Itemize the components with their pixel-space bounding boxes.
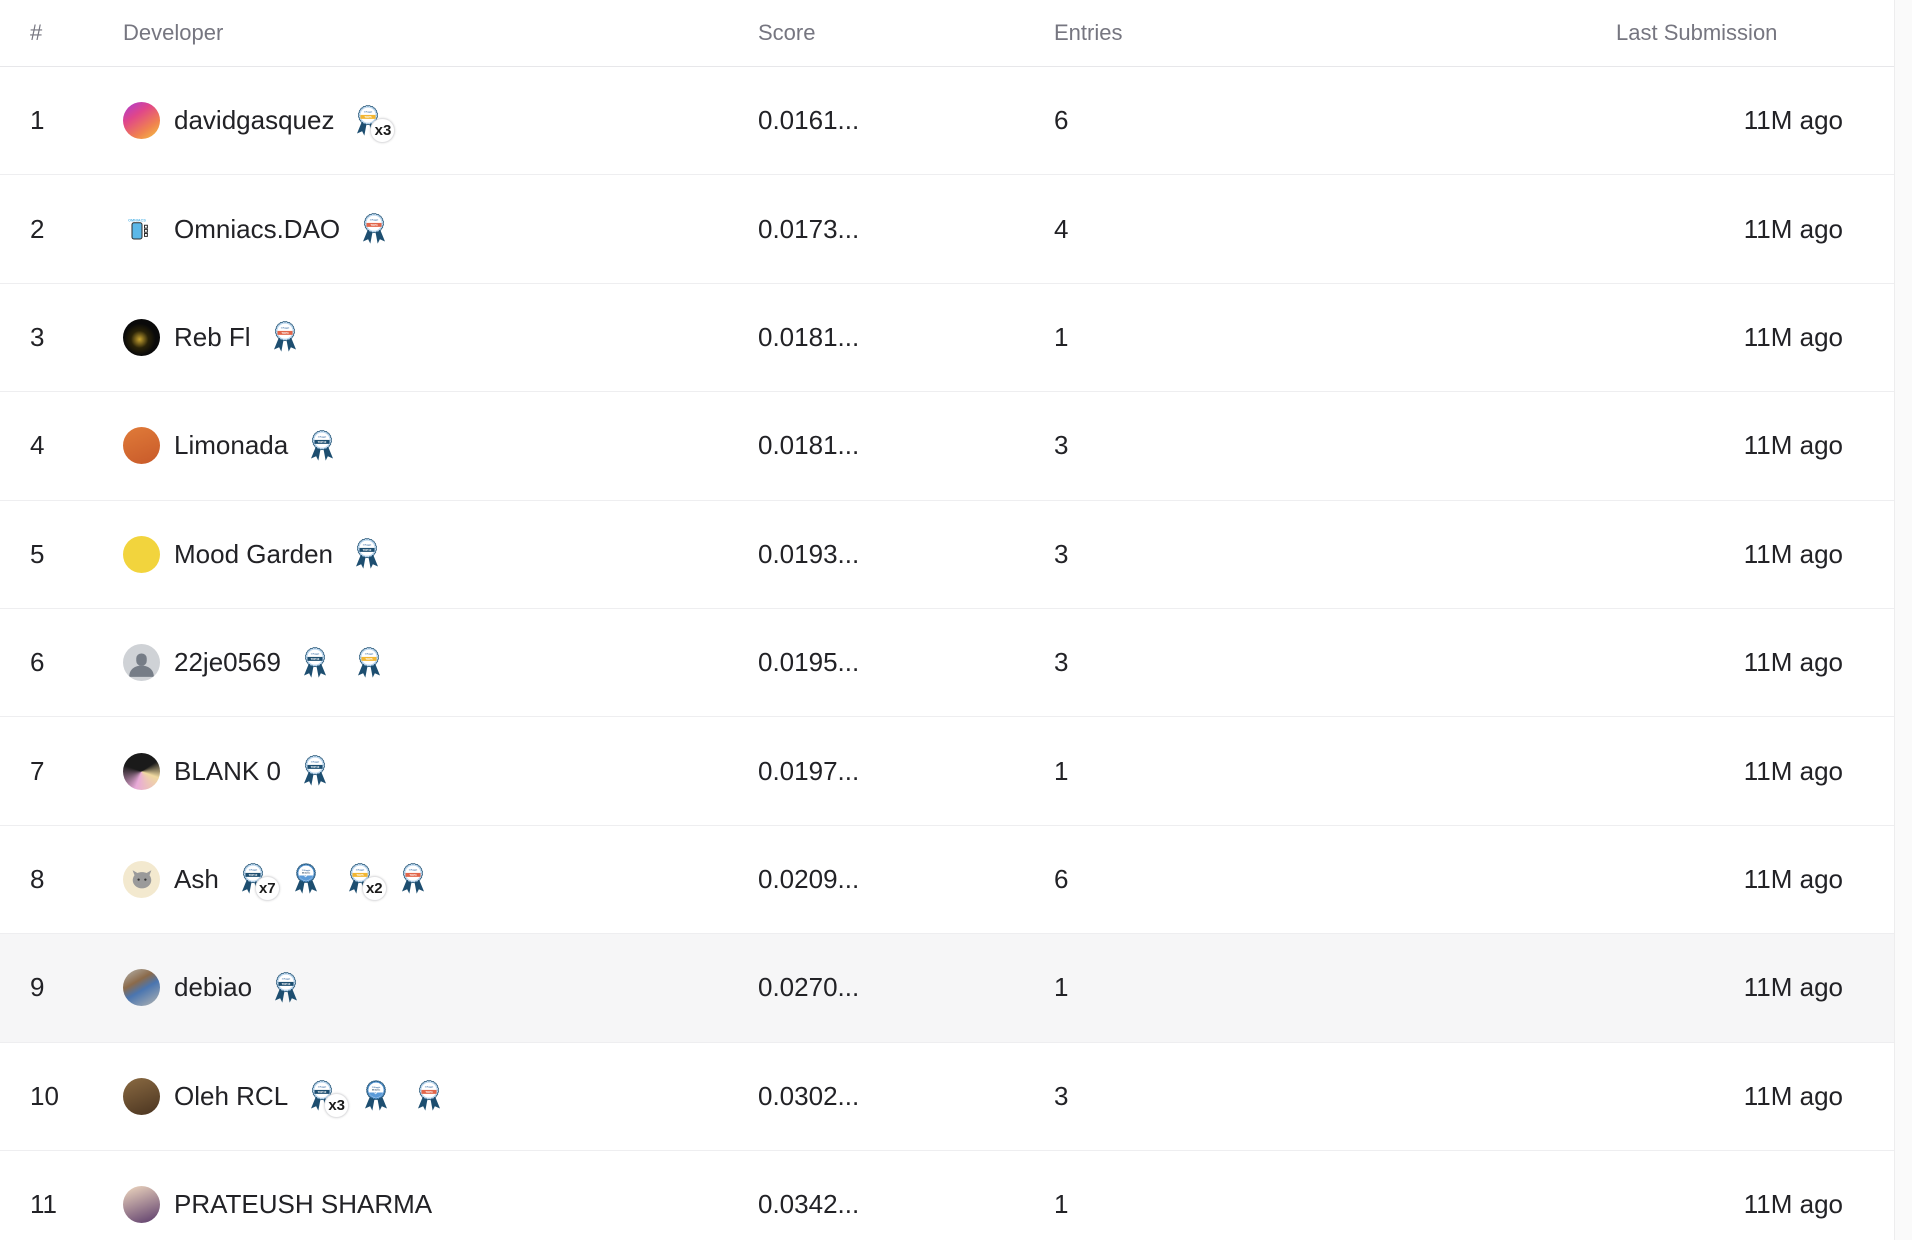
svg-text:11 Kaggle: 11 Kaggle bbox=[364, 111, 373, 113]
svg-text:11 Kaggle: 11 Kaggle bbox=[282, 978, 291, 980]
svg-text:TOP3: TOP3 bbox=[410, 873, 418, 877]
svg-text:TOP10: TOP10 bbox=[363, 548, 372, 552]
svg-text:11 Kaggle: 11 Kaggle bbox=[302, 870, 311, 872]
svg-text:TOP3: TOP3 bbox=[426, 1090, 434, 1094]
svg-text:TOP3: TOP3 bbox=[281, 331, 289, 335]
svg-text:11 Kaggle: 11 Kaggle bbox=[364, 653, 373, 655]
svg-text:11 Kaggle: 11 Kaggle bbox=[249, 870, 258, 872]
svg-text:11 Kaggle: 11 Kaggle bbox=[280, 328, 289, 330]
svg-text:TOP10: TOP10 bbox=[318, 440, 327, 444]
svg-text:TOP5: TOP5 bbox=[365, 656, 373, 660]
svg-text:TOP10: TOP10 bbox=[282, 982, 291, 986]
svg-text:11 Kaggle: 11 Kaggle bbox=[409, 870, 418, 872]
svg-text:11 Kaggle: 11 Kaggle bbox=[425, 1087, 434, 1089]
svg-text:11 Kaggle: 11 Kaggle bbox=[371, 1087, 380, 1089]
svg-text:11 Kaggle: 11 Kaggle bbox=[311, 762, 320, 764]
svg-text:11 Kaggle: 11 Kaggle bbox=[311, 653, 320, 655]
svg-text:TOP10: TOP10 bbox=[248, 873, 257, 877]
svg-text:11 Kaggle: 11 Kaggle bbox=[356, 870, 365, 872]
svg-text:TOP5: TOP5 bbox=[365, 115, 373, 119]
svg-text:TOP10: TOP10 bbox=[311, 765, 320, 769]
svg-text:TOP10: TOP10 bbox=[311, 656, 320, 660]
svg-text:TOP10: TOP10 bbox=[318, 1090, 327, 1094]
svg-text:OMNIACS: OMNIACS bbox=[128, 219, 146, 223]
svg-text:TOP3: TOP3 bbox=[371, 223, 379, 227]
svg-text:TOP5: TOP5 bbox=[356, 873, 364, 877]
svg-text:11 Kaggle: 11 Kaggle bbox=[370, 220, 379, 222]
svg-text:Medalist: Medalist bbox=[371, 1089, 380, 1092]
svg-text:11 Kaggle: 11 Kaggle bbox=[318, 436, 327, 438]
svg-text:11 Kaggle: 11 Kaggle bbox=[318, 1087, 327, 1089]
svg-text:Medalist: Medalist bbox=[302, 872, 311, 875]
svg-text:11 Kaggle: 11 Kaggle bbox=[363, 545, 372, 547]
